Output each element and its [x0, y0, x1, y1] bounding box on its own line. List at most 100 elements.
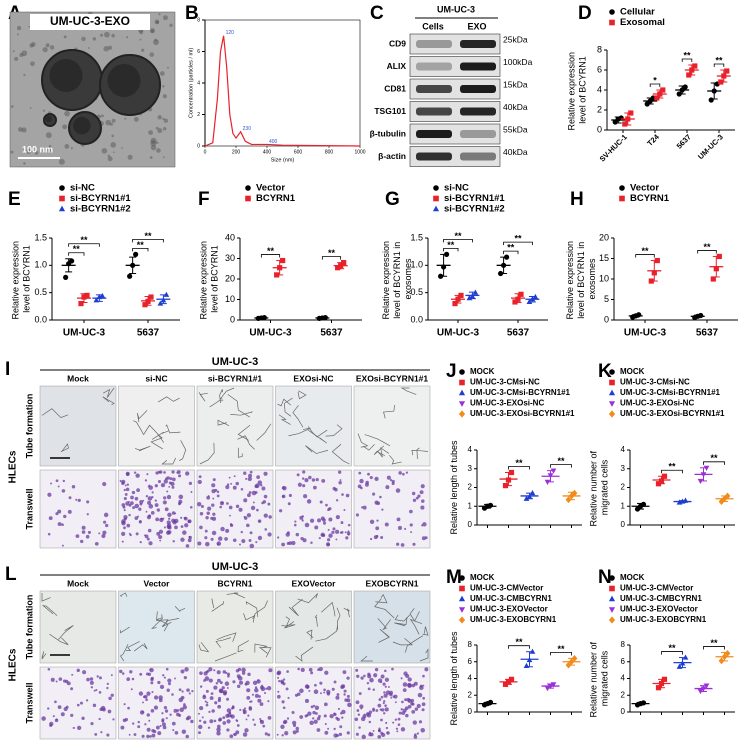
migrated-cell: [125, 487, 130, 492]
migrated-cell: [158, 529, 164, 534]
migrated-cell: [180, 525, 184, 528]
significance-label: **: [715, 55, 723, 65]
band: [460, 62, 496, 71]
migrated-cell: [302, 484, 306, 488]
tube: [119, 592, 128, 597]
migrated-cell: [75, 534, 80, 539]
x-tick-label: UM-UC-3: [249, 328, 292, 339]
migrated-cell: [146, 727, 151, 732]
vesicle-dot: [26, 148, 32, 154]
vesicle-dot: [34, 150, 39, 155]
migrated-cell: [150, 681, 154, 685]
migrated-cell: [332, 527, 336, 531]
migrated-cell: [122, 505, 126, 509]
migrated-cell: [180, 516, 183, 519]
migrated-cell: [324, 702, 328, 707]
migrated-cell: [198, 712, 200, 715]
migrated-cell: [162, 517, 165, 520]
vesicle-dot: [150, 144, 157, 151]
point: [724, 649, 731, 657]
tube: [389, 455, 402, 465]
migrated-cell: [121, 540, 124, 543]
migrated-cell: [125, 472, 130, 476]
point: [433, 185, 439, 191]
migrated-cell: [203, 720, 207, 724]
migrated-cell: [217, 704, 222, 709]
migrated-cell: [204, 536, 208, 540]
band: [460, 130, 496, 138]
tube-image: [353, 590, 431, 664]
migrated-cell: [282, 720, 287, 725]
legend-label: UM-UC-3-CMsi-NC: [620, 378, 690, 387]
migrated-cell: [293, 523, 297, 527]
point: [432, 205, 440, 212]
y-tick-label: 15: [599, 253, 609, 263]
migrated-cell: [337, 707, 341, 711]
migrated-cell: [366, 712, 372, 718]
tube: [227, 394, 250, 418]
migrated-cell: [291, 540, 296, 546]
point: [544, 479, 551, 485]
tube: [209, 400, 224, 408]
migrated-cell: [138, 507, 142, 511]
legend-label: UM-UC-3-CMsi-BCYRN1#1: [470, 388, 571, 397]
migrated-cell: [134, 503, 140, 509]
migrated-cell: [142, 701, 144, 704]
tube: [198, 392, 208, 402]
y-axis-label: Relative expression level of BCYRN1 in e…: [565, 238, 597, 319]
migrated-cell: [379, 708, 382, 711]
tube: [383, 404, 395, 419]
migrated-cell: [168, 481, 172, 485]
migrated-cell: [252, 680, 258, 685]
vesicle-dot: [111, 134, 115, 138]
migrated-cell: [400, 708, 403, 711]
migrated-cell: [357, 713, 361, 716]
migrated-cell: [385, 690, 391, 695]
tube: [416, 447, 420, 459]
tube-image: [118, 385, 195, 467]
migrated-cell: [148, 541, 153, 546]
migrated-cell: [155, 517, 160, 522]
migrated-cell: [277, 670, 282, 675]
y-tick-label: 0.5: [34, 287, 47, 297]
migrated-cell: [185, 471, 190, 476]
legend-label: si-BCYRN1#1: [444, 193, 505, 204]
migrated-cell: [396, 730, 399, 733]
tube: [422, 626, 429, 636]
migrated-cell: [76, 725, 82, 731]
migrated-cell: [225, 528, 230, 533]
tube: [214, 652, 237, 662]
vesicle-dot: [113, 151, 115, 154]
migrated-cell: [145, 495, 149, 498]
migrated-cell: [294, 693, 299, 697]
migrated-cell: [308, 475, 312, 480]
migrated-cell: [81, 716, 85, 721]
size-label: 40kDa: [503, 102, 528, 112]
vesicle-dot: [14, 56, 19, 61]
migrated-cell: [319, 681, 323, 685]
migrated-cell: [243, 471, 247, 475]
x-tick-label: 5637: [696, 328, 719, 339]
migrated-cell: [402, 472, 405, 476]
point: [608, 595, 616, 602]
migrated-cell: [420, 484, 425, 489]
migrated-cell: [297, 482, 302, 487]
x-tick-label: UM-UC-3: [63, 328, 106, 339]
point: [682, 654, 689, 660]
tube: [211, 601, 225, 612]
migrated-cell: [389, 690, 393, 695]
y-tick-label: 8: [621, 640, 626, 649]
point: [710, 276, 716, 282]
migrated-cell: [346, 731, 350, 735]
migrated-cell: [121, 479, 126, 484]
migrated-cell: [247, 493, 251, 498]
point: [133, 251, 139, 257]
migrated-cell: [335, 499, 339, 502]
point: [609, 9, 615, 15]
tube: [419, 648, 429, 662]
point: [459, 379, 465, 386]
migrated-cell: [384, 669, 387, 673]
migrated-cell: [132, 506, 136, 510]
legend-label: UM-UC-3-CMVector: [470, 584, 543, 593]
migrated-cell: [313, 485, 317, 490]
